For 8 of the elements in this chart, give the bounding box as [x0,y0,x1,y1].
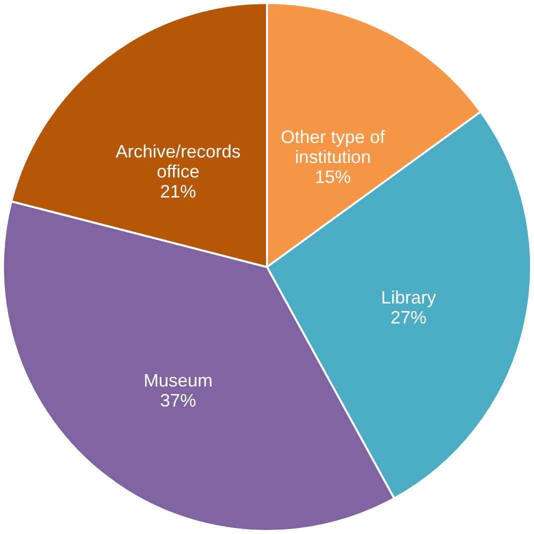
slice-label: Other type of institution [280,126,386,167]
data-label: 37% [160,390,196,411]
slice-label: Archive/records office [116,141,241,182]
slice-label: Museum [144,370,213,391]
data-label: 27% [390,308,427,328]
data-label: 15% [314,166,351,187]
data-label: 21% [160,181,196,202]
slice-label: Library [380,288,436,308]
